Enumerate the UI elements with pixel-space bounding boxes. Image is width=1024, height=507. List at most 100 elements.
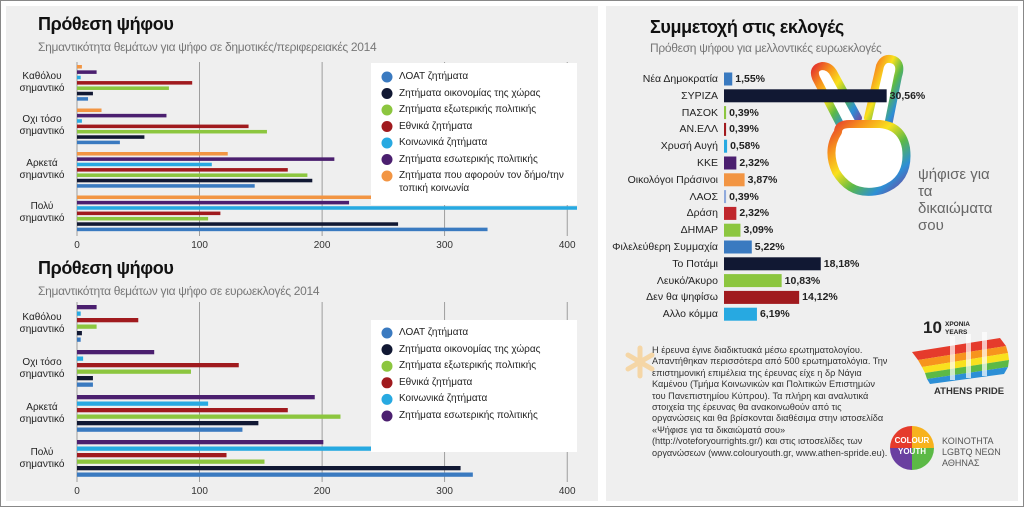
- value-label: 6,19%: [759, 308, 790, 321]
- bar: [77, 401, 209, 406]
- legend-swatch: [381, 327, 393, 339]
- category-label: ΠΑΣΟΚ: [681, 106, 718, 119]
- bar: [77, 350, 155, 355]
- y-tick-label: Οχι τόσο σημαντικό: [19, 356, 65, 380]
- x-tick-label: 200: [313, 240, 331, 251]
- bar: [724, 106, 727, 120]
- legend-box: [371, 320, 577, 452]
- bar: [724, 190, 727, 204]
- x-tick-label: 300: [436, 240, 453, 251]
- bar: [77, 324, 97, 329]
- bar: [77, 184, 255, 188]
- legend-label: Κοινωνικά ζητήματα: [399, 393, 488, 405]
- x-tick-label: 400: [558, 486, 576, 497]
- bar: [77, 86, 169, 90]
- bar: [724, 72, 733, 86]
- legend-label: Ζητήματα οικονομίας της χώρας: [399, 343, 541, 355]
- pride-years-en: YEARS: [945, 329, 968, 336]
- value-label: 2,32%: [739, 157, 770, 169]
- value-label: 0,58%: [730, 140, 760, 153]
- bar: [77, 178, 313, 183]
- slogan: ψήφισε για τα δικαιώματα σου: [918, 166, 993, 234]
- colour-youth-name: COLOUR: [894, 436, 930, 445]
- bar: [724, 139, 728, 153]
- x-tick-label: 0: [74, 486, 80, 497]
- legend-swatch: [381, 88, 393, 99]
- y-tick-label: Καθόλου σημαντικό: [19, 311, 65, 335]
- bar: [77, 140, 120, 145]
- bar: [77, 200, 350, 205]
- legend-swatch: [381, 410, 393, 422]
- value-label: 18,18%: [823, 257, 860, 270]
- value-label: 14,12%: [802, 291, 838, 304]
- bar: [77, 81, 193, 85]
- category-label: Φιλελεύθερη Συμμαχία: [612, 241, 718, 253]
- x-tick-label: 200: [313, 486, 331, 497]
- value-label: 3,87%: [747, 173, 778, 186]
- colour-youth-tagline: ΚΟΙΝΟΤΗΤΑ LGBTQ ΝΕΩΝ ΑΘΗΝΑΣ: [942, 436, 1001, 468]
- x-tick-label: 100: [191, 240, 208, 251]
- bar: [77, 119, 82, 123]
- legend-swatch: [381, 137, 393, 149]
- bar: [77, 376, 93, 381]
- legend-label: Εθνικά ζητήματα: [399, 376, 473, 388]
- value-label: 30,56%: [889, 89, 926, 102]
- category-label: Το Ποτάμι: [672, 257, 718, 270]
- legend-label: Ζητήματα εξωτερικής πολιτικής: [399, 104, 537, 115]
- y-tick-label: Οχι τόσο σημαντικό: [19, 114, 65, 138]
- bar: [77, 311, 81, 316]
- value-label: 5,22%: [754, 241, 785, 253]
- category-label: Νέα Δημοκρατία: [642, 73, 718, 85]
- legend-swatch: [381, 377, 393, 389]
- y-tick-label: Αρκετά σημαντικό: [19, 401, 65, 425]
- bar: [77, 152, 228, 156]
- y-tick-label: Πολύ σημαντικό: [19, 446, 65, 470]
- pride-name: ATHENS PRIDE: [934, 386, 1005, 397]
- category-label: ΚΚΕ: [696, 157, 718, 169]
- legend-swatch: [381, 104, 393, 116]
- category-label: Αλλο κόμμα: [662, 308, 718, 321]
- category-label: Δεν θα ψηφίσω: [646, 291, 718, 304]
- bar: [77, 363, 239, 368]
- legend-label: Εθνικά ζητήματα: [399, 120, 473, 132]
- bar: [77, 195, 372, 200]
- bar: [77, 382, 93, 387]
- legend-swatch: [381, 121, 393, 132]
- y-tick-label: Πολύ σημαντικό: [19, 201, 65, 225]
- bar: [77, 453, 227, 458]
- bar: [77, 222, 399, 226]
- value-label: 2,32%: [739, 207, 770, 220]
- bar: [77, 157, 335, 161]
- bar: [77, 446, 519, 451]
- chart-title: Συμμετοχή στις εκλογές: [650, 17, 844, 37]
- bar: [77, 440, 324, 445]
- x-tick-label: 300: [436, 486, 453, 497]
- x-tick-label: 0: [74, 240, 80, 251]
- bar: [77, 162, 212, 167]
- category-label: ΑΝ.ΕΛΛ: [679, 123, 718, 136]
- bar: [77, 113, 167, 118]
- survey-note: Η έρευνα έγινε διαδικτυακά μέσω ερωτηματ…: [652, 345, 888, 458]
- bar: [77, 75, 81, 80]
- legend-label: Ζητήματα εσωτερικής πολιτικής: [399, 153, 538, 165]
- chart-title: Πρόθεση ψήφου: [38, 258, 174, 278]
- chart-title: Πρόθεση ψήφου: [38, 14, 174, 34]
- value-label: 0,39%: [729, 190, 759, 203]
- bar: [77, 421, 259, 426]
- bar: [724, 240, 752, 254]
- bar: [724, 156, 737, 170]
- legend-swatch: [381, 344, 393, 356]
- bar: [724, 223, 741, 237]
- bar: [77, 331, 82, 336]
- value-label: 3,09%: [743, 224, 774, 237]
- bar: [724, 122, 727, 136]
- right-panel: [606, 6, 1018, 501]
- bar: [724, 290, 800, 304]
- legend-swatch: [381, 154, 393, 165]
- bar: [724, 257, 821, 271]
- chart-subtitle: Πρόθεση ψήφου για μελλοντικές ευρωεκλογέ…: [650, 41, 882, 55]
- pride-logo-graphic: [912, 332, 1009, 384]
- legend-label: Ζητήματα εξωτερικής πολιτικής: [399, 360, 537, 372]
- bar: [77, 124, 249, 129]
